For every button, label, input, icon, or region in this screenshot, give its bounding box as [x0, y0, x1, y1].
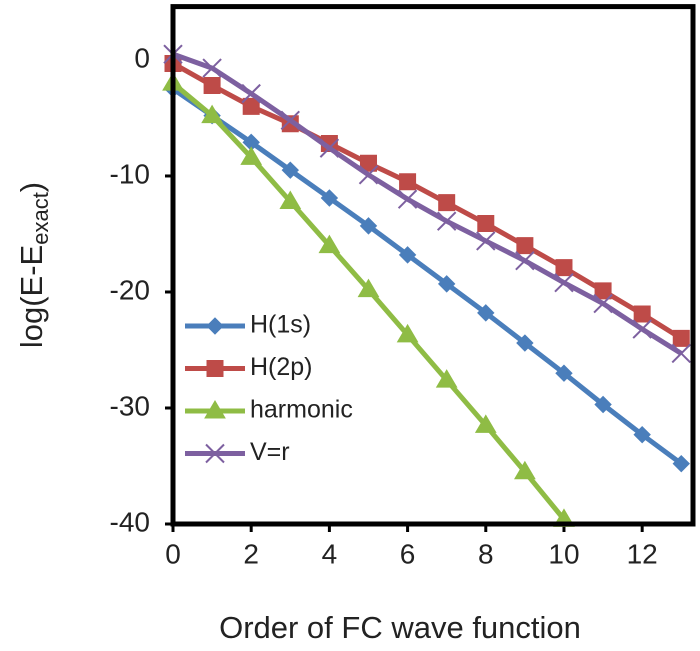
legend-marker: [206, 317, 224, 335]
marker: [476, 231, 496, 251]
marker: [593, 293, 613, 314]
marker: [435, 369, 458, 388]
series-line: [172, 51, 683, 356]
marker: [514, 460, 536, 480]
marker: [516, 237, 534, 255]
marker: [396, 323, 419, 343]
y-axis-title-part: log(E-E: [14, 245, 49, 348]
marker: [318, 234, 341, 254]
legend-label: H(1s): [250, 311, 311, 339]
y-tick-label: 0: [134, 42, 150, 73]
y-axis-title: log(E-Eexact): [14, 182, 53, 348]
marker: [477, 304, 495, 322]
marker: [242, 97, 260, 115]
marker: [477, 215, 495, 233]
legend-label: harmonic: [250, 396, 353, 424]
y-axis-title-part: ): [14, 182, 49, 192]
marker: [436, 211, 457, 231]
x-tick-label: 10: [548, 538, 579, 569]
marker: [202, 58, 222, 78]
marker: [201, 104, 223, 124]
marker: [672, 329, 690, 347]
plot-frame: [170, 4, 696, 527]
marker: [633, 305, 651, 323]
marker: [240, 146, 263, 165]
x-tick-label: 12: [627, 538, 658, 569]
marker: [319, 138, 340, 158]
x-tick-label: 0: [165, 538, 181, 569]
marker: [398, 246, 417, 264]
marker: [554, 272, 574, 293]
series-line: [171, 86, 683, 466]
marker: [633, 425, 651, 444]
legend-label: H(2p): [250, 353, 313, 381]
marker: [359, 217, 378, 235]
marker: [320, 189, 339, 207]
marker: [438, 194, 456, 212]
marker: [357, 278, 380, 298]
marker: [515, 250, 535, 271]
y-tick-label: -20: [110, 274, 150, 305]
marker: [437, 275, 456, 293]
marker: [672, 454, 690, 473]
y-tick-label: -40: [110, 506, 150, 537]
marker: [516, 334, 534, 352]
x-axis-title: Order of FC wave function: [219, 610, 581, 645]
legend-marker: [205, 443, 225, 464]
legend-label: V=r: [250, 438, 290, 466]
legend-marker: [204, 400, 226, 419]
y-tick-label: -10: [110, 158, 150, 189]
legend-marker: [206, 360, 224, 377]
marker: [241, 83, 261, 104]
marker: [632, 319, 652, 339]
marker: [555, 259, 573, 277]
x-tick-label: 4: [322, 538, 338, 569]
y-axis-title-subscript: exact: [28, 192, 53, 245]
marker: [671, 343, 691, 364]
marker: [594, 395, 612, 414]
marker: [281, 161, 300, 179]
marker: [358, 165, 379, 185]
marker: [203, 76, 221, 94]
marker: [279, 190, 302, 209]
marker: [397, 189, 418, 209]
marker: [280, 110, 301, 130]
x-tick-label: 6: [400, 538, 416, 569]
marker: [594, 282, 612, 300]
marker: [474, 414, 497, 433]
y-tick-label: -30: [110, 390, 150, 421]
x-tick-label: 8: [478, 538, 494, 569]
x-tick-label: 2: [243, 538, 259, 569]
marker: [555, 364, 573, 382]
marker: [399, 173, 417, 191]
